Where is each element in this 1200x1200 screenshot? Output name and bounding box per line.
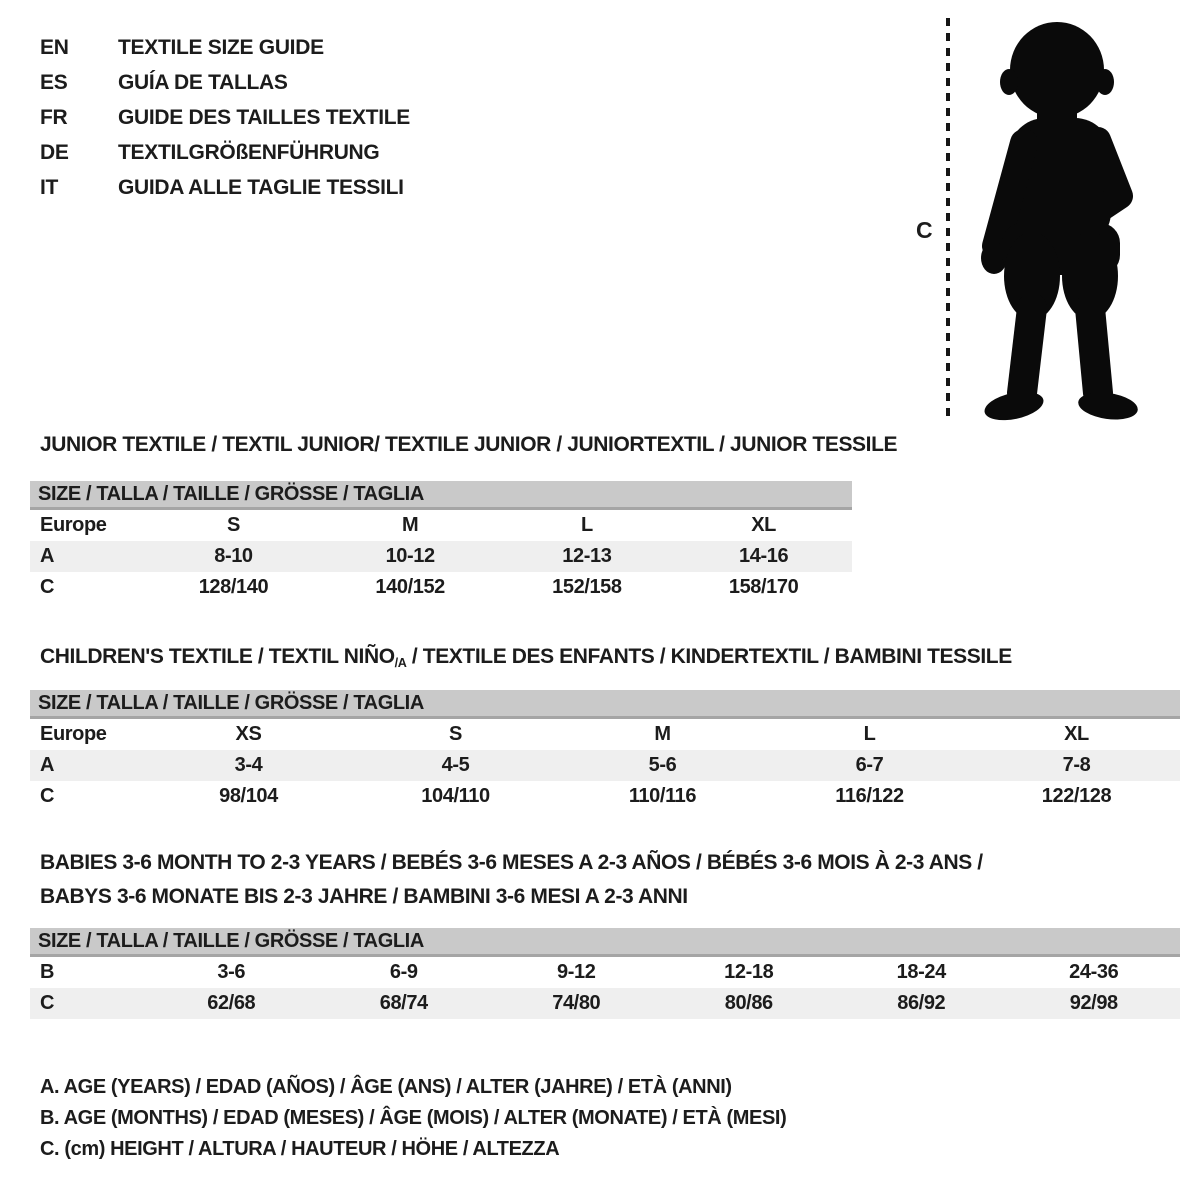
table-cell: 128/140 (198, 576, 269, 598)
babies-size-table: SIZE / TALLA / TAILLE / GRÖSSE / TAGLIA … (30, 928, 1180, 1019)
language-code: EN (40, 36, 69, 59)
row-label: C (40, 992, 55, 1014)
table-cell: 116/122 (835, 785, 904, 807)
children-title-pre: CHILDREN'S TEXTILE / TEXTIL NIÑO (40, 645, 395, 668)
table-cell: 6-9 (389, 961, 418, 983)
children-title-subscript: /A (394, 655, 407, 670)
row-label: Europe (40, 723, 107, 745)
table-row-age: A 8-10 10-12 12-13 14-16 (30, 541, 852, 572)
row-label: C (40, 785, 55, 807)
row-label: Europe (40, 514, 107, 536)
table-row-age-months: B 3-6 6-9 9-12 12-18 18-24 24-36 (30, 957, 1180, 988)
table-cell: 6-7 (855, 754, 884, 776)
table-cell: L (863, 723, 876, 745)
table-cell: 3-4 (234, 754, 263, 776)
table-cell: 10-12 (385, 545, 436, 567)
table-cell: 24-36 (1069, 961, 1119, 983)
table-cell: 4-5 (441, 754, 470, 776)
table-cell: 140/152 (375, 576, 445, 598)
table-cell: 86/92 (897, 992, 946, 1014)
table-cell: 14-16 (739, 545, 789, 567)
table-cell: M (402, 514, 419, 536)
junior-section-title: JUNIOR TEXTILE / TEXTIL JUNIOR/ TEXTILE … (40, 433, 898, 456)
language-title-list: EN TEXTILE SIZE GUIDE ES GUÍA DE TALLAS … (40, 30, 410, 205)
table-row-height: C 98/104 104/110 110/116 116/122 122/128 (30, 781, 1180, 812)
babies-section-title: BABIES 3-6 MONTH TO 2-3 YEARS / BEBÉS 3-… (40, 846, 983, 914)
row-label: B (40, 961, 55, 983)
table-cell: 68/74 (379, 992, 428, 1014)
language-label: GUIDA ALLE TAGLIE TESSILI (118, 176, 404, 199)
table-cell: 122/128 (1041, 785, 1112, 807)
row-label: C (40, 576, 55, 598)
row-label: A (40, 754, 55, 776)
babies-title-line1: BABIES 3-6 MONTH TO 2-3 YEARS / BEBÉS 3-… (40, 851, 983, 874)
table-row-europe: Europe S M L XL (30, 510, 852, 541)
table-cell: 80/86 (724, 992, 773, 1014)
table-cell: 12-13 (562, 545, 612, 567)
children-section-title: CHILDREN'S TEXTILE / TEXTIL NIÑO/A / TEX… (40, 645, 1012, 670)
legend-line-a: A. AGE (YEARS) / EDAD (AÑOS) / ÂGE (ANS)… (40, 1076, 732, 1098)
table-row-europe: Europe XS S M L XL (30, 719, 1180, 750)
language-label: TEXTILGRÖßENFÜHRUNG (118, 141, 380, 164)
language-row-es: ES GUÍA DE TALLAS (40, 65, 410, 100)
table-row-height: C 128/140 140/152 152/158 158/170 (30, 572, 852, 603)
measurement-legend: A. AGE (YEARS) / EDAD (AÑOS) / ÂGE (ANS)… (40, 1072, 787, 1165)
table-cell: 8-10 (214, 545, 253, 567)
height-measure-label: C (916, 217, 933, 243)
table-cell: 104/110 (421, 785, 490, 807)
language-label: GUÍA DE TALLAS (118, 71, 288, 94)
table-cell: 98/104 (219, 785, 278, 807)
table-cell: 3-6 (217, 961, 246, 983)
children-title-post: / TEXTILE DES ENFANTS / KINDERTEXTIL / B… (406, 645, 1012, 668)
language-code: ES (40, 71, 68, 94)
table-cell: L (580, 514, 593, 536)
table-header: SIZE / TALLA / TAILLE / GRÖSSE / TAGLIA (30, 690, 1180, 719)
table-cell: 9-12 (557, 961, 596, 983)
language-label: GUIDE DES TAILLES TEXTILE (118, 106, 410, 129)
table-cell: 74/80 (552, 992, 601, 1014)
table-row-height: C 62/68 68/74 74/80 80/86 86/92 92/98 (30, 988, 1180, 1019)
table-cell: XL (751, 514, 776, 536)
table-cell: 18-24 (896, 961, 947, 983)
height-measure-dashed-line (946, 18, 950, 418)
language-label: TEXTILE SIZE GUIDE (118, 36, 324, 59)
table-cell: 5-6 (648, 754, 677, 776)
table-cell: 12-18 (724, 961, 774, 983)
language-row-en: EN TEXTILE SIZE GUIDE (40, 30, 410, 65)
language-row-fr: FR GUIDE DES TAILLES TEXTILE (40, 100, 410, 135)
table-cell: XS (235, 723, 262, 745)
table-cell: S (449, 723, 462, 745)
language-row-de: DE TEXTILGRÖßENFÜHRUNG (40, 135, 410, 170)
table-cell: M (654, 723, 671, 745)
children-size-table: SIZE / TALLA / TAILLE / GRÖSSE / TAGLIA … (30, 690, 1180, 812)
toddler-silhouette-icon (981, 22, 1138, 421)
legend-line-b: B. AGE (MONTHS) / EDAD (MESES) / ÂGE (MO… (40, 1107, 787, 1129)
language-row-it: IT GUIDA ALLE TAGLIE TESSILI (40, 170, 410, 205)
language-code: DE (40, 141, 69, 164)
table-cell: S (226, 514, 240, 536)
language-code: FR (40, 106, 68, 129)
row-label: A (40, 545, 55, 567)
babies-title-line2: BABYS 3-6 MONATE BIS 2-3 JAHRE / BAMBINI… (40, 885, 688, 908)
table-cell: 92/98 (1069, 992, 1118, 1014)
language-code: IT (40, 176, 59, 199)
table-cell: 7-8 (1062, 754, 1091, 776)
table-cell: 158/170 (728, 576, 799, 598)
table-cell: XL (1064, 723, 1089, 745)
table-row-age: A 3-4 4-5 5-6 6-7 7-8 (30, 750, 1180, 781)
table-header: SIZE / TALLA / TAILLE / GRÖSSE / TAGLIA (30, 481, 852, 510)
table-header: SIZE / TALLA / TAILLE / GRÖSSE / TAGLIA (30, 928, 1180, 957)
table-cell: 62/68 (207, 992, 256, 1014)
table-cell: 110/116 (628, 785, 697, 807)
table-cell: 152/158 (552, 576, 622, 598)
junior-size-table: SIZE / TALLA / TAILLE / GRÖSSE / TAGLIA … (30, 481, 852, 603)
legend-line-c: C. (cm) HEIGHT / ALTURA / HAUTEUR / HÖHE… (40, 1138, 560, 1160)
